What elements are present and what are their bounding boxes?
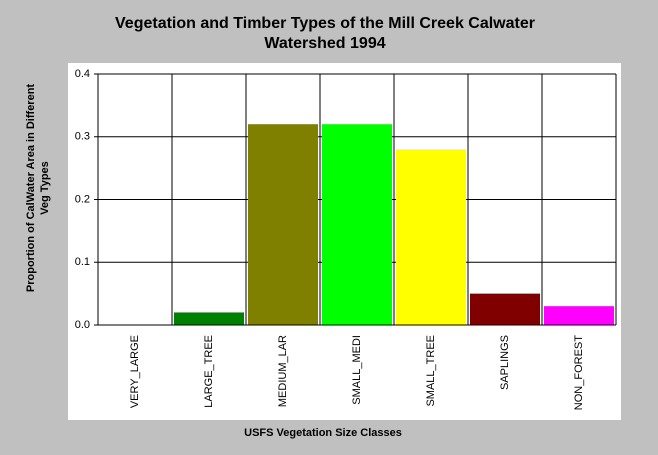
- bar: [322, 124, 392, 325]
- bar: [470, 293, 540, 325]
- x-tick-label: SMALL_TREE: [425, 335, 437, 407]
- y-tick-label: 0.0: [75, 319, 90, 331]
- x-tick-label: MEDIUM_LAR: [277, 335, 289, 407]
- y-tick-label: 0.2: [75, 193, 90, 205]
- bar: [396, 149, 466, 325]
- x-axis-label: USFS Vegetation Size Classes: [244, 427, 402, 439]
- x-tick-label: SAPLINGS: [499, 335, 511, 390]
- x-tick-label: NON_FOREST: [573, 335, 585, 410]
- y-tick-label: 0.4: [75, 68, 90, 80]
- bar: [544, 306, 614, 325]
- y-axis-label: Proportion of CalWater Area in Different…: [25, 83, 51, 293]
- x-tick-label: SMALL_MEDI: [351, 335, 363, 405]
- x-tick-label: VERY_LARGE: [129, 335, 141, 408]
- bar: [174, 312, 244, 325]
- x-tick-label: LARGE_TREE: [203, 335, 215, 408]
- y-tick-label: 0.1: [75, 256, 90, 268]
- bar: [248, 124, 318, 325]
- y-tick-label: 0.3: [75, 131, 90, 143]
- chart-title: Vegetation and Timber Types of the Mill …: [115, 15, 535, 52]
